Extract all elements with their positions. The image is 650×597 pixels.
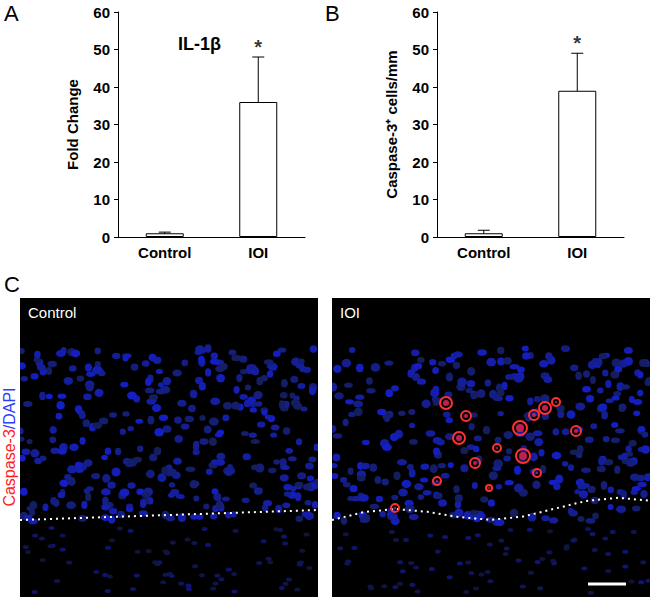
svg-text:Control: Control: [138, 244, 191, 261]
svg-text:40: 40: [93, 79, 110, 96]
svg-text:20: 20: [93, 154, 110, 171]
svg-text:*: *: [573, 32, 581, 54]
svg-text:40: 40: [412, 79, 429, 96]
svg-text:30: 30: [412, 116, 429, 133]
svg-text:Fold Change: Fold Change: [64, 79, 81, 170]
svg-text:*: *: [254, 36, 262, 58]
svg-text:50: 50: [93, 41, 110, 58]
svg-text:A: A: [4, 1, 19, 26]
svg-text:0: 0: [421, 229, 429, 246]
svg-text:10: 10: [93, 191, 110, 208]
svg-text:Control: Control: [457, 244, 510, 261]
svg-text:Caspase-3⁺ cells/mm: Caspase-3⁺ cells/mm: [383, 50, 400, 198]
svg-text:IOI: IOI: [340, 304, 360, 321]
svg-text:IOI: IOI: [248, 244, 268, 261]
svg-text:60: 60: [93, 4, 110, 21]
svg-text:20: 20: [412, 154, 429, 171]
svg-text:0: 0: [102, 229, 110, 246]
svg-text:30: 30: [93, 116, 110, 133]
svg-text:IL-1β: IL-1β: [178, 34, 221, 54]
svg-text:50: 50: [412, 41, 429, 58]
svg-text:C: C: [4, 272, 20, 297]
svg-text:B: B: [325, 1, 340, 26]
svg-text:60: 60: [412, 4, 429, 21]
svg-text:10: 10: [412, 191, 429, 208]
svg-text:IOI: IOI: [567, 244, 587, 261]
svg-text:Control: Control: [28, 304, 76, 321]
svg-text:Caspase-3/DAPI: Caspase-3/DAPI: [1, 387, 18, 506]
